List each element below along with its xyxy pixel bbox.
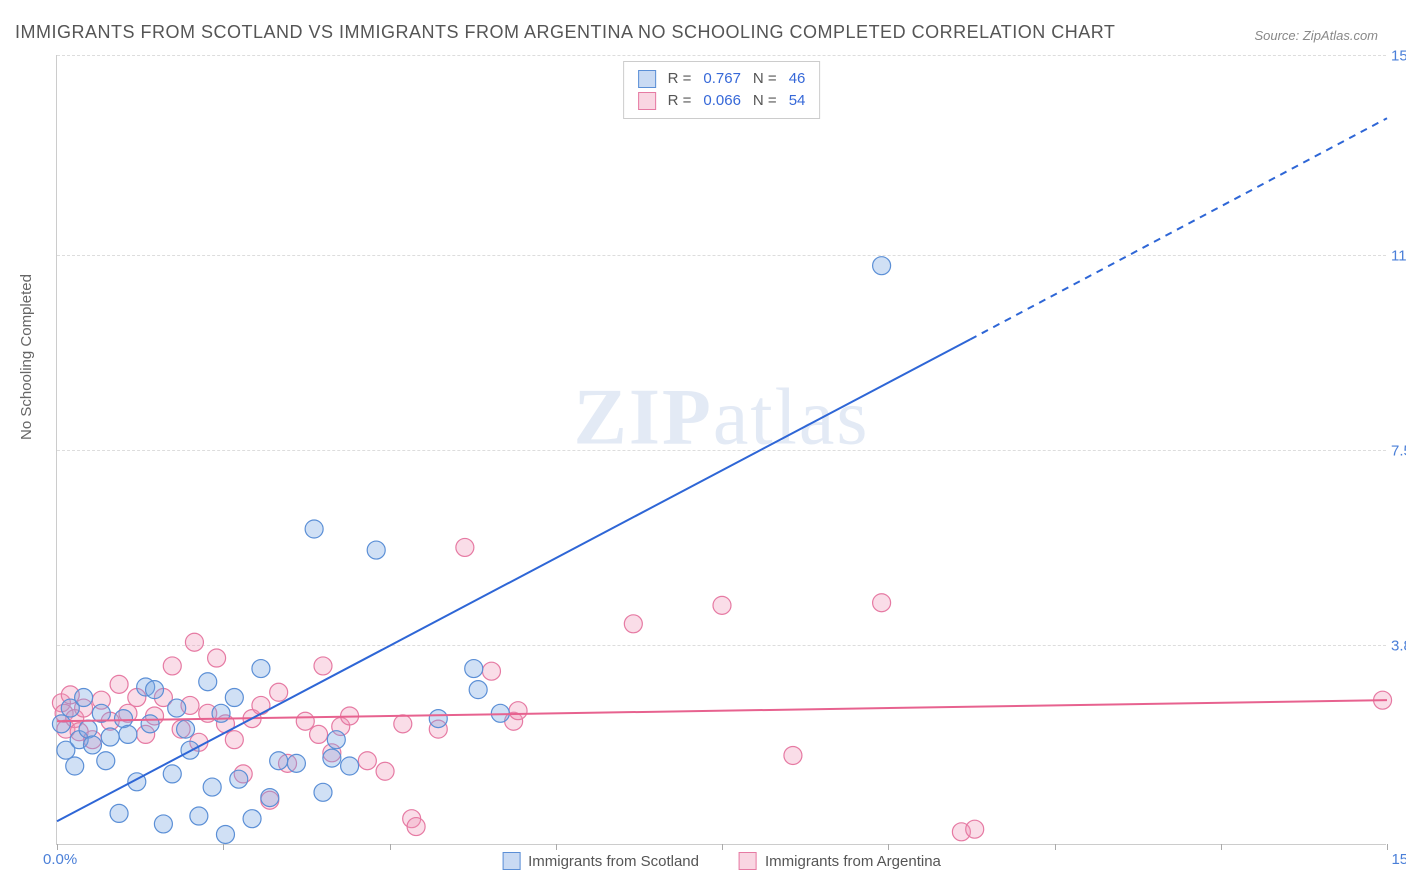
swatch-pink-icon — [739, 852, 757, 870]
data-point — [163, 765, 181, 783]
regression-line — [57, 339, 970, 821]
x-tick — [1221, 844, 1222, 850]
data-point — [154, 815, 172, 833]
data-point — [509, 702, 527, 720]
correlation-legend: R = 0.767 N = 46 R = 0.066 N = 54 — [623, 61, 821, 119]
x-tick — [57, 844, 58, 850]
legend-item-scotland: Immigrants from Scotland — [502, 852, 699, 870]
data-point — [327, 731, 345, 749]
data-point — [163, 657, 181, 675]
data-point — [713, 596, 731, 614]
data-point — [190, 807, 208, 825]
legend-item-argentina: Immigrants from Argentina — [739, 852, 941, 870]
data-point — [310, 725, 328, 743]
data-point — [270, 752, 288, 770]
y-tick-label: 11.2% — [1391, 248, 1406, 265]
scatter-plot — [57, 55, 1386, 844]
x-axis-min-label: 0.0% — [43, 851, 77, 868]
data-point — [146, 681, 164, 699]
data-point — [358, 752, 376, 770]
data-point — [110, 675, 128, 693]
data-point — [469, 681, 487, 699]
data-point — [323, 749, 341, 767]
swatch-blue-icon — [502, 852, 520, 870]
data-point — [75, 689, 93, 707]
data-point — [66, 757, 84, 775]
data-point — [287, 754, 305, 772]
data-point — [97, 752, 115, 770]
data-point — [966, 820, 984, 838]
swatch-blue-icon — [638, 70, 656, 88]
data-point — [465, 660, 483, 678]
data-point — [101, 728, 119, 746]
data-point — [376, 762, 394, 780]
data-point — [216, 825, 234, 843]
data-point — [784, 746, 802, 764]
x-tick — [223, 844, 224, 850]
data-point — [243, 810, 261, 828]
x-tick — [390, 844, 391, 850]
data-point — [429, 710, 447, 728]
swatch-pink-icon — [638, 92, 656, 110]
data-point — [110, 804, 128, 822]
data-point — [185, 633, 203, 651]
data-point — [119, 725, 137, 743]
legend-row-argentina: R = 0.066 N = 54 — [638, 90, 806, 112]
data-point — [177, 720, 195, 738]
data-point — [141, 715, 159, 733]
data-point — [873, 594, 891, 612]
data-point — [79, 720, 97, 738]
y-tick-label: 7.5% — [1391, 443, 1406, 460]
data-point — [624, 615, 642, 633]
data-point — [208, 649, 226, 667]
data-point — [407, 818, 425, 836]
data-point — [296, 712, 314, 730]
data-point — [199, 673, 217, 691]
data-point — [367, 541, 385, 559]
x-axis-max-label: 15.0% — [1391, 851, 1406, 868]
data-point — [261, 789, 279, 807]
data-point — [230, 770, 248, 788]
x-tick — [556, 844, 557, 850]
data-point — [203, 778, 221, 796]
x-tick — [1387, 844, 1388, 850]
data-point — [314, 783, 332, 801]
x-tick — [1055, 844, 1056, 850]
data-point — [225, 689, 243, 707]
data-point — [168, 699, 186, 717]
data-point — [456, 538, 474, 556]
chart-plot-area: ZIPatlas 3.8%7.5%11.2%15.0% R = 0.767 N … — [56, 55, 1386, 845]
data-point — [305, 520, 323, 538]
series-legend: Immigrants from Scotland Immigrants from… — [502, 852, 941, 870]
y-tick-label: 3.8% — [1391, 637, 1406, 654]
data-point — [225, 731, 243, 749]
regression-line — [970, 118, 1387, 339]
y-axis-label: No Schooling Completed — [18, 274, 35, 440]
y-tick-label: 15.0% — [1391, 48, 1406, 65]
source-attribution: Source: ZipAtlas.com — [1254, 28, 1378, 43]
data-point — [314, 657, 332, 675]
data-point — [83, 736, 101, 754]
data-point — [52, 715, 70, 733]
data-point — [482, 662, 500, 680]
legend-row-scotland: R = 0.767 N = 46 — [638, 68, 806, 90]
x-tick — [888, 844, 889, 850]
data-point — [115, 710, 133, 728]
data-point — [873, 257, 891, 275]
data-point — [252, 696, 270, 714]
data-point — [252, 660, 270, 678]
data-point — [394, 715, 412, 733]
chart-title: IMMIGRANTS FROM SCOTLAND VS IMMIGRANTS F… — [15, 22, 1115, 43]
data-point — [270, 683, 288, 701]
data-point — [341, 757, 359, 775]
x-tick — [722, 844, 723, 850]
